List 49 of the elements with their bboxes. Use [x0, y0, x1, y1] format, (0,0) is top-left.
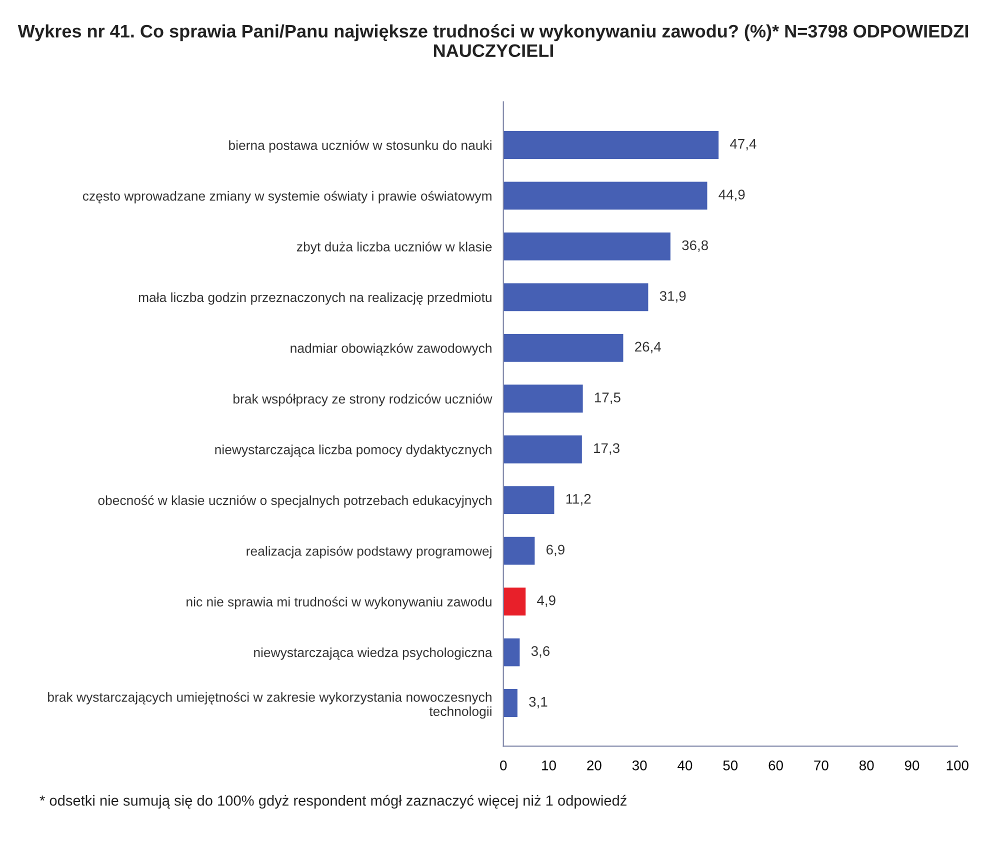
y-tick-label: nadmiar obowiązków zawodowych: [290, 343, 492, 356]
data-label: 31,9: [660, 291, 686, 303]
y-tick-label: zbyt duża liczba uczniów w klasie: [297, 242, 492, 254]
y-tick-label: mała liczba godzin przeznaczonych na realizację przedmiotu: [138, 292, 492, 305]
y-tick-label: niewystarczająca liczba pomocy dydaktycznych: [215, 444, 492, 457]
data-label: 6,9: [546, 544, 564, 556]
x-tick-label: 30: [632, 760, 647, 770]
x-tick-label: 10: [542, 760, 556, 770]
y-tick-label: często wprowadzane zmiany w systemie oświaty i prawie oświatowym: [82, 190, 492, 204]
x-tick-label: 60: [768, 760, 783, 770]
bar: [503, 283, 648, 312]
y-tick-label: brak współpracy ze strony rodziców uczniów: [234, 394, 492, 406]
y-tick-label: obecność w klasie uczniów o specjalnych potrzebach edukacyjnych: [98, 495, 492, 508]
data-label: 36,8: [682, 240, 708, 252]
y-tick-label: nic nie sprawia mi trudności w wykonywaniu zawodu: [186, 596, 492, 610]
bar: [503, 384, 583, 413]
x-tick-label: 80: [859, 760, 874, 770]
data-label: 26,4: [635, 342, 661, 354]
y-tick-label: bierna postawa uczniów w stosunku do nauki: [229, 140, 492, 153]
x-tick-label: 40: [678, 760, 692, 770]
chart-title: Wykres nr 41. Co sprawia Pani/Panu największe trudności w wykonywaniu zawodu? (%)* N=3798 ODPOWIEDZI NAUCZYCIELI: [18, 24, 968, 58]
y-tick-label: realizacja zapisów podstawy programowej: [246, 546, 492, 558]
data-label: 4,9: [537, 595, 556, 607]
x-tick-label: 90: [904, 760, 920, 770]
data-label: 3,6: [531, 646, 550, 658]
bar: [503, 588, 526, 616]
y-tick-label: brak wystarczających umiejętności w zakresie wykorzystania nowoczesnych technologii: [48, 692, 492, 719]
x-tick-label: 0: [500, 760, 507, 770]
bar: [503, 182, 708, 210]
data-label: 47,4: [730, 139, 756, 150]
bar: [503, 334, 624, 362]
data-label: 17,3: [594, 443, 620, 455]
bar: [503, 435, 582, 464]
bar: [503, 232, 670, 260]
x-tick-label: 20: [587, 760, 602, 770]
data-label: 3,1: [529, 696, 548, 708]
bar: [503, 536, 535, 565]
x-tick-label: 100: [946, 760, 968, 770]
bar: [503, 131, 719, 159]
x-tick-label: 50: [723, 760, 738, 770]
data-label: 11,2: [566, 494, 591, 506]
text: * odsetki nie sumują się do 100% gdyż respondent mógł zaznaczyć więcej niż 1 odpowiedź: [40, 794, 626, 809]
bar: [503, 638, 520, 666]
data-label: 17,5: [594, 392, 620, 404]
bar: [503, 689, 518, 717]
x-tick-label: 70: [814, 760, 828, 770]
bar: [503, 486, 554, 514]
data-label: 44,9: [718, 190, 745, 202]
y-tick-label: niewystarczająca wiedza psychologiczna: [254, 647, 492, 660]
